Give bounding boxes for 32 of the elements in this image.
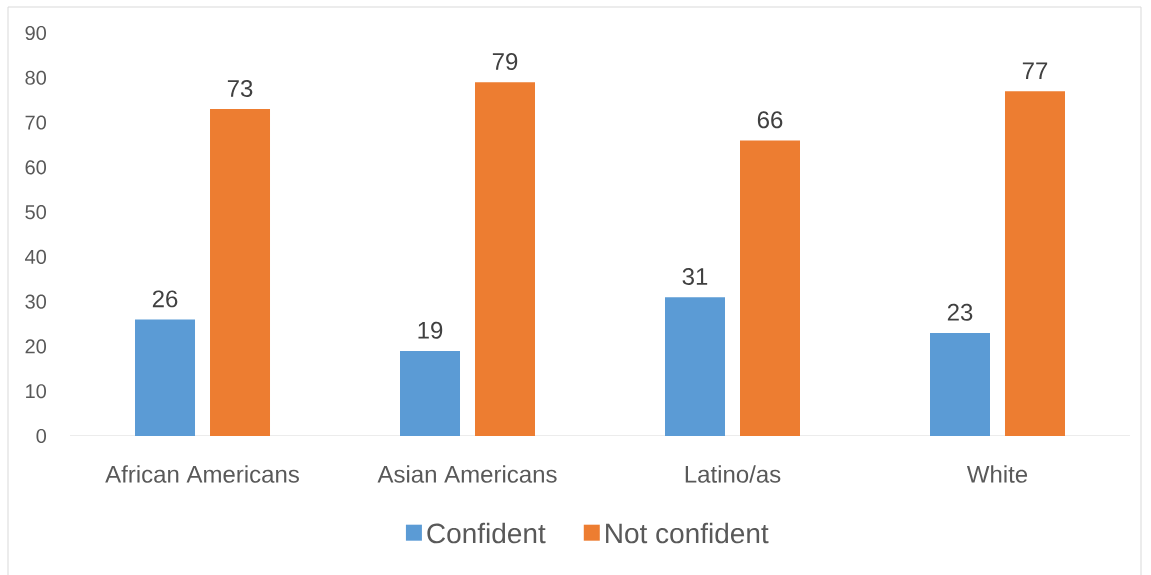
data-label: 26 <box>152 290 178 308</box>
y-tick-label: 80 <box>25 70 47 85</box>
x-tick-label: White <box>966 465 1028 483</box>
data-label: 73 <box>227 79 253 97</box>
bar <box>475 82 535 436</box>
bar <box>740 140 800 436</box>
x-tick-label: Asian Americans <box>377 465 557 483</box>
bar <box>210 109 271 436</box>
data-label: 23 <box>947 303 973 321</box>
data-label: 31 <box>682 268 708 285</box>
y-tick-label: 0 <box>36 428 47 444</box>
data-label: 77 <box>1022 62 1048 80</box>
y-tick-label: 90 <box>25 25 47 41</box>
data-label: 66 <box>757 111 783 129</box>
bar <box>135 319 196 436</box>
bar <box>400 350 461 436</box>
y-tick-label: 50 <box>25 205 47 220</box>
x-tick-label: Latino/as <box>685 465 781 483</box>
y-tick-label: 30 <box>25 294 47 309</box>
y-tick-label: 20 <box>25 339 47 354</box>
bar <box>930 333 990 436</box>
legend-label: Not confident <box>606 522 769 544</box>
y-tick-label: 10 <box>26 384 47 399</box>
legend-label: Confident <box>427 522 546 544</box>
data-label: 19 <box>418 321 443 339</box>
y-tick-label: 60 <box>25 160 47 175</box>
bar <box>1005 91 1065 436</box>
y-tick-label: 40 <box>25 249 47 264</box>
y-tick-label: 70 <box>25 115 47 130</box>
bar <box>665 297 725 436</box>
x-tick-label: African Americans <box>105 465 299 483</box>
data-label: 79 <box>492 53 518 71</box>
